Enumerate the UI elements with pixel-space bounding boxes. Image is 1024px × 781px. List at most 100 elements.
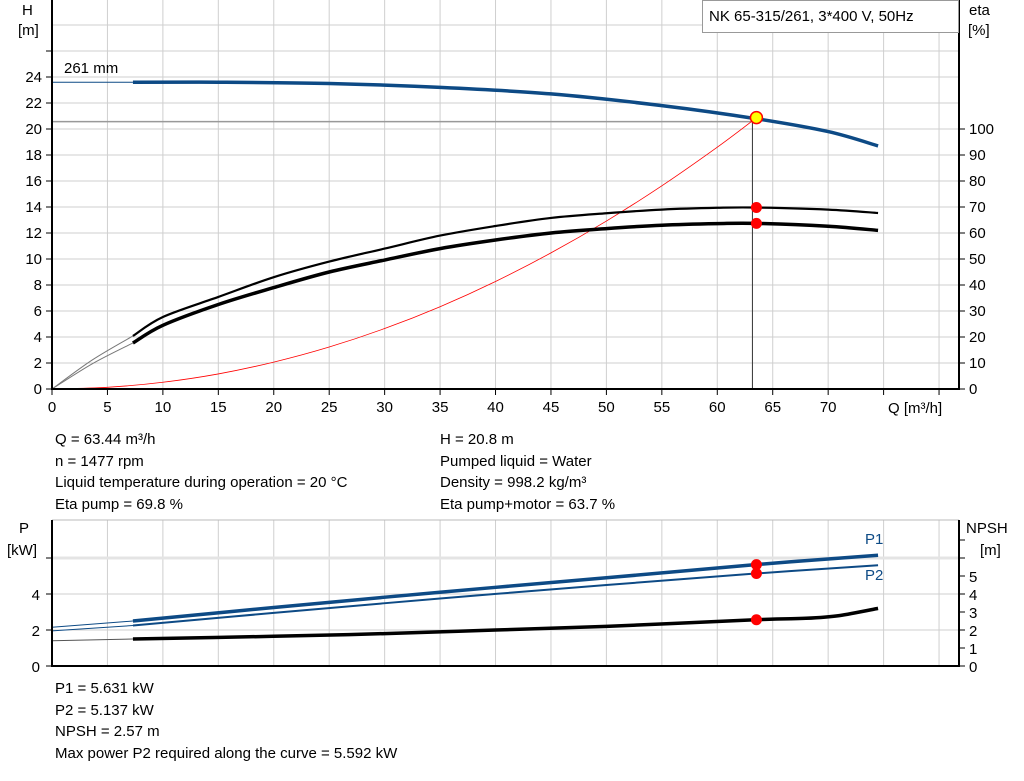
h-tick-label: 24 [25, 69, 42, 86]
h-tick-label: 2 [34, 355, 42, 372]
npsh-marker [750, 614, 762, 626]
p-tick-label: 2 [32, 623, 40, 640]
h-tick-label: 8 [34, 277, 42, 294]
p1-curve [132, 553, 879, 623]
p-tick-label: 4 [32, 587, 40, 604]
info-flow: Q = 63.44 m³/h [55, 431, 156, 448]
eta-tick-label: 10 [969, 355, 986, 372]
npsh-curve [132, 606, 879, 641]
h-axis-unit: [m] [18, 22, 39, 39]
eta-curve-extension [51, 335, 134, 390]
eta-axis-label: eta [969, 2, 991, 19]
info-density: Density = 998.2 kg/m³ [440, 474, 587, 491]
h-tick-label: 0 [34, 381, 42, 398]
npsh-axis-label: NPSH [966, 520, 1008, 537]
eta-tick-label: 20 [969, 329, 986, 346]
npsh-curve-extension [51, 638, 133, 642]
q-axis-label: Q [m³/h] [888, 400, 942, 417]
x-tick-label: 20 [265, 399, 282, 416]
info-max-p2: Max power P2 required along the curve = … [55, 744, 398, 762]
p1-curve-extension [51, 620, 133, 628]
info-p2: P2 = 5.137 kW [55, 701, 154, 719]
npsh-tick-label: 3 [969, 605, 977, 622]
info-liquid: Pumped liquid = Water [440, 452, 592, 470]
npsh-axis-unit: [m] [980, 542, 1001, 559]
x-tick-label: 25 [321, 399, 338, 416]
eta-axis-unit: [%] [968, 22, 990, 39]
eta-tick-label: 100 [969, 121, 994, 138]
eta-tick-label: 80 [969, 173, 986, 190]
x-tick-label: 30 [376, 399, 393, 416]
p2-curve-extension [51, 625, 133, 632]
h-axis-label: H [22, 2, 33, 19]
x-tick-label: 45 [543, 399, 560, 416]
top-chart-grid [52, 0, 959, 389]
system-curve [51, 118, 756, 390]
info-top-right: H = 20.8 m Pumped liquid = Water Density… [440, 429, 615, 515]
info-p1: P1 = 5.631 kW [55, 680, 154, 697]
x-tick-label: 70 [820, 399, 837, 416]
h-tick-label: 4 [34, 329, 42, 346]
info-eta-pump: Eta pump = 69.8 % [55, 495, 183, 513]
npsh-tick-label: 1 [969, 641, 977, 658]
info-temperature: Liquid temperature during operation = 20… [55, 474, 348, 491]
h-tick-label: 18 [25, 147, 42, 164]
axes [46, 0, 965, 667]
info-top-left: Q = 63.44 m³/h n = 1477 rpm Liquid tempe… [55, 429, 347, 515]
eta-curve-extension [51, 342, 134, 390]
npsh-tick-label: 4 [969, 587, 977, 604]
eta-tick-label: 0 [969, 381, 977, 398]
eta-tick-label: 60 [969, 225, 986, 242]
h-tick-label: 6 [34, 303, 42, 320]
info-head: H = 20.8 m [440, 431, 514, 448]
eta-pump-marker [750, 202, 762, 214]
p2-curve [132, 564, 879, 627]
x-tick-label: 60 [709, 399, 726, 416]
p2-marker [750, 568, 762, 580]
chart-title: NK 65-315/261, 3*400 V, 50Hz [709, 8, 914, 25]
curves [51, 80, 879, 642]
h-tick-label: 16 [25, 173, 42, 190]
eta-tick-label: 90 [969, 147, 986, 164]
curve-label-261mm: 261 mm [64, 60, 118, 77]
info-bottom: P1 = 5.631 kW P2 = 5.137 kW NPSH = 2.57 … [55, 678, 397, 764]
x-tick-label: 10 [155, 399, 172, 416]
h-tick-label: 10 [25, 251, 42, 268]
p-tick-label: 0 [32, 659, 40, 676]
eta-tick-label: 40 [969, 277, 986, 294]
p1-label: P1 [865, 531, 883, 548]
p1-marker [750, 559, 762, 571]
npsh-tick-label: 5 [969, 569, 977, 586]
h-tick-label: 20 [25, 121, 42, 138]
x-tick-label: 65 [764, 399, 781, 416]
p-axis-label: P [19, 520, 29, 537]
x-tick-label: 0 [48, 399, 56, 416]
x-tick-label: 35 [432, 399, 449, 416]
eta-tick-label: 50 [969, 251, 986, 268]
npsh-tick-label: 2 [969, 623, 977, 640]
x-tick-label: 5 [103, 399, 111, 416]
eta-tick-label: 30 [969, 303, 986, 320]
eta-tick-label: 70 [969, 199, 986, 216]
legend-box [702, 0, 959, 33]
h-tick-label: 14 [25, 199, 42, 216]
h-tick-label: 22 [25, 95, 42, 112]
x-tick-label: 40 [487, 399, 504, 416]
info-npsh: NPSH = 2.57 m [55, 723, 160, 740]
x-tick-label: 15 [210, 399, 227, 416]
info-speed: n = 1477 rpm [55, 452, 144, 470]
duty-point-marker [749, 110, 764, 125]
eta-pump-motor-curve [132, 221, 879, 345]
npsh-tick-label: 0 [969, 659, 977, 676]
tick-labels: 0 5 10 15 20 25 30 35 40 45 50 55 60 65 70024681012141… [25, 69, 994, 676]
x-tick-label: 55 [653, 399, 670, 416]
eta-pump-curve [132, 206, 879, 337]
info-eta-pump-motor: Eta pump+motor = 63.7 % [440, 495, 616, 513]
eta-pump-motor-marker [750, 217, 762, 229]
p-axis-unit: [kW] [7, 542, 37, 559]
h-tick-label: 12 [25, 225, 42, 242]
head-curve [132, 80, 879, 148]
x-tick-label: 50 [598, 399, 615, 416]
p2-label: P2 [865, 567, 883, 584]
